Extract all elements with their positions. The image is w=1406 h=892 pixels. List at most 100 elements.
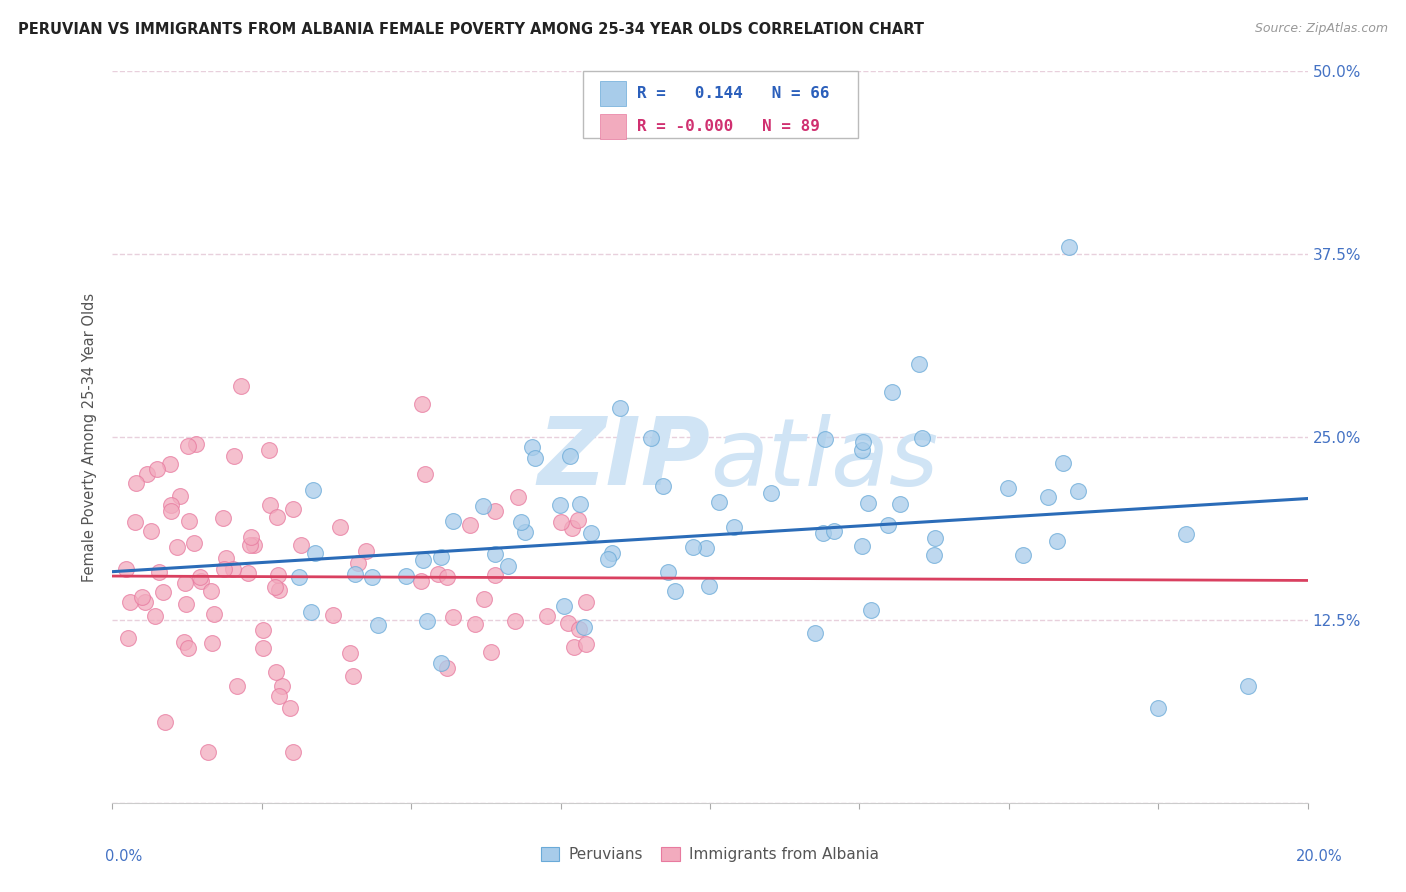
- Point: [177, 641, 200, 656]
- Point: [697, 579, 720, 593]
- Point: [269, 583, 291, 598]
- Point: [581, 526, 603, 541]
- Point: [856, 495, 879, 509]
- Point: [567, 513, 589, 527]
- Point: [496, 558, 519, 573]
- Point: [177, 439, 200, 453]
- Point: [510, 516, 533, 530]
- Point: [117, 631, 139, 645]
- Point: [484, 547, 506, 561]
- Point: [924, 531, 946, 545]
- Point: [548, 498, 571, 512]
- Point: [823, 524, 845, 538]
- Point: [202, 607, 225, 621]
- Point: [723, 520, 745, 534]
- Point: [728, 71, 751, 86]
- Point: [145, 462, 167, 476]
- Point: [136, 467, 159, 481]
- Point: [252, 623, 274, 637]
- Point: [877, 517, 900, 532]
- Point: [851, 539, 873, 553]
- Point: [229, 379, 252, 393]
- Point: [302, 483, 325, 497]
- Point: [651, 478, 673, 492]
- Point: [173, 634, 195, 648]
- Point: [561, 521, 583, 535]
- Point: [183, 535, 205, 549]
- Point: [153, 715, 176, 730]
- Point: [347, 556, 370, 570]
- Point: [288, 570, 311, 584]
- Text: R = -0.000   N = 89: R = -0.000 N = 89: [637, 119, 820, 134]
- Point: [342, 669, 364, 683]
- Point: [239, 529, 262, 543]
- Point: [159, 498, 181, 512]
- Point: [1057, 240, 1080, 254]
- Text: ZIP: ZIP: [537, 413, 710, 505]
- Point: [484, 504, 506, 518]
- Point: [222, 449, 245, 463]
- Point: [484, 568, 506, 582]
- Point: [508, 490, 530, 504]
- Point: [471, 499, 494, 513]
- Point: [458, 517, 481, 532]
- Legend: Peruvians, Immigrants from Albania: Peruvians, Immigrants from Albania: [536, 841, 884, 868]
- Point: [575, 595, 598, 609]
- Point: [304, 546, 326, 560]
- Point: [908, 357, 931, 371]
- Point: [322, 607, 344, 622]
- Point: [124, 516, 146, 530]
- Point: [201, 636, 224, 650]
- Point: [1036, 490, 1059, 504]
- Point: [804, 625, 827, 640]
- Text: R =   0.144   N = 66: R = 0.144 N = 66: [637, 86, 830, 101]
- Point: [236, 566, 259, 581]
- Point: [174, 598, 197, 612]
- Point: [1175, 526, 1198, 541]
- Text: atlas: atlas: [710, 414, 938, 505]
- Point: [882, 384, 904, 399]
- Point: [568, 622, 591, 636]
- Point: [1237, 679, 1260, 693]
- Point: [596, 552, 619, 566]
- Point: [550, 515, 572, 529]
- Point: [472, 592, 495, 607]
- Point: [412, 553, 434, 567]
- Point: [354, 544, 377, 558]
- Point: [188, 570, 211, 584]
- Point: [239, 538, 262, 552]
- Point: [524, 450, 547, 465]
- Point: [166, 541, 188, 555]
- Point: [558, 449, 581, 463]
- Point: [141, 524, 163, 538]
- Text: PERUVIAN VS IMMIGRANTS FROM ALBANIA FEMALE POVERTY AMONG 25-34 YEAR OLDS CORRELA: PERUVIAN VS IMMIGRANTS FROM ALBANIA FEMA…: [18, 22, 924, 37]
- Point: [852, 435, 875, 450]
- Point: [682, 541, 704, 555]
- Point: [441, 515, 464, 529]
- Point: [436, 570, 458, 584]
- Point: [464, 617, 486, 632]
- Point: [267, 690, 290, 704]
- Point: [115, 562, 138, 576]
- Point: [889, 497, 911, 511]
- Point: [443, 609, 465, 624]
- Point: [184, 437, 207, 451]
- Point: [811, 525, 834, 540]
- Point: [572, 620, 595, 634]
- Point: [266, 510, 288, 524]
- Point: [416, 615, 439, 629]
- Point: [1046, 533, 1069, 548]
- Point: [411, 397, 433, 411]
- Point: [479, 645, 502, 659]
- Point: [173, 575, 195, 590]
- Point: [301, 605, 323, 619]
- Point: [212, 562, 235, 576]
- Point: [290, 538, 312, 552]
- Point: [557, 615, 579, 630]
- Point: [259, 442, 281, 457]
- Point: [344, 567, 367, 582]
- Point: [190, 574, 212, 589]
- Point: [520, 440, 543, 454]
- Point: [259, 498, 281, 512]
- Point: [695, 541, 717, 555]
